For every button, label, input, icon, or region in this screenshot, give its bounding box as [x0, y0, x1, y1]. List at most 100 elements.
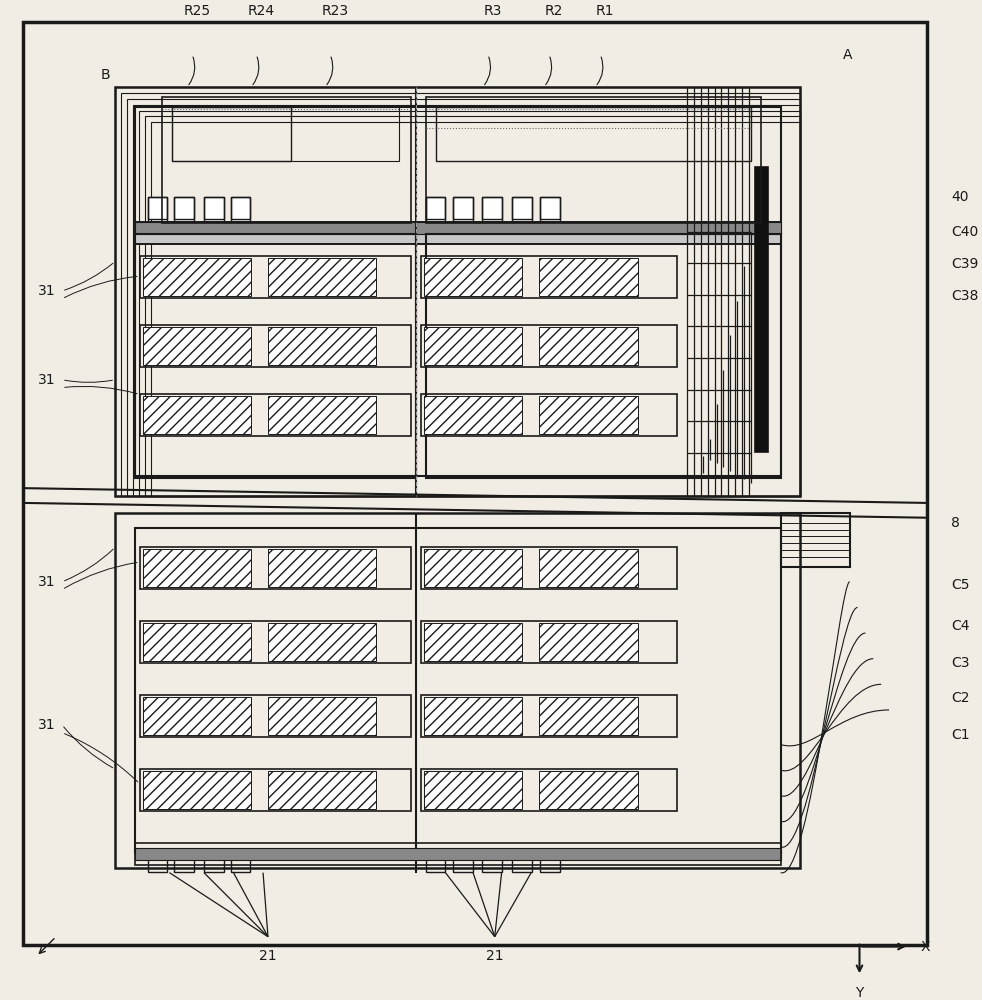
Bar: [135, 234, 415, 478]
Bar: [139, 325, 410, 367]
Text: A: A: [843, 48, 852, 62]
Bar: [268, 258, 376, 296]
Bar: [135, 848, 781, 860]
Bar: [513, 197, 532, 219]
Bar: [539, 697, 637, 735]
Bar: [144, 116, 800, 496]
Bar: [142, 327, 251, 365]
Bar: [139, 621, 410, 663]
Bar: [781, 513, 849, 567]
Bar: [135, 222, 781, 244]
Text: 40: 40: [952, 190, 968, 204]
Bar: [231, 197, 250, 219]
Bar: [121, 93, 800, 496]
Bar: [421, 695, 678, 737]
Bar: [115, 87, 800, 496]
Text: 31: 31: [38, 718, 56, 732]
Bar: [268, 549, 376, 587]
Bar: [540, 197, 560, 222]
Bar: [147, 197, 167, 222]
Bar: [421, 394, 678, 436]
Bar: [175, 197, 194, 222]
Bar: [115, 513, 800, 868]
Bar: [268, 697, 376, 735]
Bar: [135, 107, 781, 476]
Text: X: X: [920, 940, 930, 954]
Bar: [539, 549, 637, 587]
Text: R1: R1: [596, 4, 615, 18]
Bar: [424, 697, 522, 735]
Text: C38: C38: [952, 289, 978, 303]
Text: 21: 21: [259, 949, 277, 963]
Bar: [539, 771, 637, 809]
Bar: [421, 769, 678, 811]
Bar: [139, 695, 410, 737]
Bar: [135, 222, 781, 234]
Bar: [424, 258, 522, 296]
Text: 31: 31: [38, 575, 56, 589]
Text: R23: R23: [321, 4, 349, 18]
Bar: [424, 327, 522, 365]
Bar: [231, 197, 250, 222]
Text: R3: R3: [483, 4, 502, 18]
Text: 31: 31: [38, 373, 56, 387]
Bar: [421, 547, 678, 589]
Bar: [424, 623, 522, 661]
Bar: [135, 528, 781, 853]
Bar: [142, 258, 251, 296]
Bar: [540, 850, 560, 872]
Bar: [268, 771, 376, 809]
Bar: [115, 87, 800, 496]
Bar: [539, 396, 637, 434]
Text: C40: C40: [952, 225, 978, 239]
Bar: [142, 771, 251, 809]
Bar: [204, 850, 224, 872]
Bar: [424, 396, 522, 434]
Bar: [539, 327, 637, 365]
Bar: [147, 197, 167, 219]
Bar: [454, 850, 473, 872]
Bar: [754, 166, 768, 452]
Bar: [138, 111, 800, 496]
Bar: [482, 197, 502, 219]
Bar: [135, 843, 781, 865]
Bar: [139, 547, 410, 589]
Bar: [268, 396, 376, 434]
Bar: [173, 107, 399, 161]
Bar: [135, 222, 781, 244]
Text: C5: C5: [952, 578, 969, 592]
Bar: [482, 197, 502, 222]
Text: R2: R2: [545, 4, 563, 18]
Text: R25: R25: [184, 4, 210, 18]
Bar: [147, 850, 167, 872]
Text: R24: R24: [247, 4, 275, 18]
Bar: [133, 105, 800, 496]
Bar: [139, 769, 410, 811]
Bar: [173, 107, 291, 161]
Bar: [127, 99, 800, 496]
Bar: [162, 97, 410, 223]
Bar: [142, 623, 251, 661]
Bar: [426, 234, 781, 478]
Text: B: B: [100, 68, 110, 82]
Bar: [539, 623, 637, 661]
Bar: [142, 396, 251, 434]
Bar: [426, 197, 446, 219]
Bar: [231, 850, 250, 872]
Bar: [421, 621, 678, 663]
Bar: [426, 850, 446, 872]
Text: C39: C39: [952, 257, 978, 271]
Bar: [142, 549, 251, 587]
Bar: [204, 197, 224, 222]
Bar: [426, 197, 446, 222]
Text: 31: 31: [38, 284, 56, 298]
Text: Y: Y: [855, 986, 864, 1000]
Bar: [482, 850, 502, 872]
Bar: [139, 256, 410, 298]
Bar: [424, 771, 522, 809]
Bar: [421, 325, 678, 367]
Bar: [454, 197, 473, 222]
Text: C2: C2: [952, 691, 969, 705]
Bar: [540, 197, 560, 219]
Bar: [268, 623, 376, 661]
